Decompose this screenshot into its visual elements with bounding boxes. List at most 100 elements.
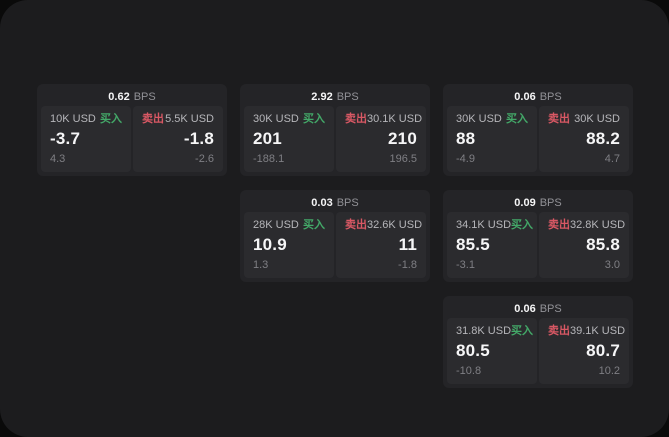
card-body: 34.1K USD 买入 85.5 -3.1 卖出 32.8K USD 85.8… xyxy=(447,212,629,278)
bps-value: 0.09 xyxy=(514,197,536,209)
sell-side-label: 卖出 xyxy=(142,113,164,125)
sell-sub-value: 196.5 xyxy=(389,153,417,165)
card-header: 2.92 BPS xyxy=(244,88,426,106)
sell-panel[interactable]: 卖出 39.1K USD 80.7 10.2 xyxy=(539,318,629,384)
card-body: 31.8K USD 买入 80.5 -10.8 卖出 39.1K USD 80.… xyxy=(447,318,629,384)
sell-sub-value: 10.2 xyxy=(598,365,620,377)
sell-amount: 30.1K USD xyxy=(367,113,423,125)
sell-amount: 5.5K USD xyxy=(165,113,214,125)
buy-price: 10.9 xyxy=(253,235,287,254)
buy-sub-value: 4.3 xyxy=(50,153,66,165)
sell-panel-header: 卖出 30.1K USD xyxy=(345,113,422,126)
buy-panel-header: 30K USD 买入 xyxy=(456,113,528,126)
buy-panel-header: 10K USD 买入 xyxy=(50,113,122,126)
sell-price: 88.2 xyxy=(586,129,620,148)
sell-price: 85.8 xyxy=(586,235,620,254)
buy-side-label: 买入 xyxy=(303,219,325,231)
quote-card[interactable]: 0.62 BPS 10K USD 买入 -3.7 4.3 卖出 5.5K USD… xyxy=(37,84,227,176)
quote-card[interactable]: 0.06 BPS 31.8K USD 买入 80.5 -10.8 卖出 39.1… xyxy=(443,296,633,388)
sell-sub-value: -2.6 xyxy=(195,153,214,165)
card-body: 10K USD 买入 -3.7 4.3 卖出 5.5K USD -1.8 -2.… xyxy=(41,106,223,172)
bps-unit-label: BPS xyxy=(133,91,156,103)
buy-panel[interactable]: 34.1K USD 买入 85.5 -3.1 xyxy=(447,212,537,278)
sell-side-label: 卖出 xyxy=(345,113,367,125)
buy-amount: 28K USD xyxy=(253,219,299,231)
bps-value: 0.03 xyxy=(311,197,333,209)
bps-unit-label: BPS xyxy=(539,197,562,209)
bps-value: 0.06 xyxy=(514,91,536,103)
sell-side-label: 卖出 xyxy=(548,113,570,125)
sell-panel-header: 卖出 32.6K USD xyxy=(345,219,422,232)
buy-sub-value: -10.8 xyxy=(456,365,482,377)
quote-card[interactable]: 0.03 BPS 28K USD 买入 10.9 1.3 卖出 32.6K US… xyxy=(240,190,430,282)
bps-value: 0.62 xyxy=(108,91,130,103)
card-body: 30K USD 买入 201 -188.1 卖出 30.1K USD 210 1… xyxy=(244,106,426,172)
card-header: 0.03 BPS xyxy=(244,194,426,212)
sell-side-label: 卖出 xyxy=(548,219,570,231)
quote-card[interactable]: 0.06 BPS 30K USD 买入 88 -4.9 卖出 30K USD 8… xyxy=(443,84,633,176)
quotes-grid: 0.62 BPS 10K USD 买入 -3.7 4.3 卖出 5.5K USD… xyxy=(37,84,633,388)
sell-panel[interactable]: 卖出 5.5K USD -1.8 -2.6 xyxy=(133,106,223,172)
sell-side-label: 卖出 xyxy=(345,219,367,231)
sell-panel[interactable]: 卖出 32.8K USD 85.8 3.0 xyxy=(539,212,629,278)
quote-card[interactable]: 0.09 BPS 34.1K USD 买入 85.5 -3.1 卖出 32.8K… xyxy=(443,190,633,282)
sell-panel-header: 卖出 30K USD xyxy=(548,113,620,126)
sell-panel-header: 卖出 32.8K USD xyxy=(548,219,625,232)
buy-panel[interactable]: 30K USD 买入 201 -188.1 xyxy=(244,106,334,172)
bps-value: 0.06 xyxy=(514,303,536,315)
buy-sub-value: 1.3 xyxy=(253,259,269,271)
sell-panel-header: 卖出 5.5K USD xyxy=(142,113,214,126)
sell-panel[interactable]: 卖出 30K USD 88.2 4.7 xyxy=(539,106,629,172)
bps-unit-label: BPS xyxy=(539,303,562,315)
bps-unit-label: BPS xyxy=(336,91,359,103)
buy-panel-header: 31.8K USD 买入 xyxy=(456,325,533,338)
buy-price: 201 xyxy=(253,129,282,148)
sell-price: 210 xyxy=(388,129,417,148)
buy-panel[interactable]: 28K USD 买入 10.9 1.3 xyxy=(244,212,334,278)
sell-amount: 30K USD xyxy=(574,113,620,125)
quote-card[interactable]: 2.92 BPS 30K USD 买入 201 -188.1 卖出 30.1K … xyxy=(240,84,430,176)
sell-price: -1.8 xyxy=(183,129,214,148)
buy-price: 85.5 xyxy=(456,235,490,254)
card-header: 0.06 BPS xyxy=(447,300,629,318)
sell-panel-header: 卖出 39.1K USD xyxy=(548,325,625,338)
sell-sub-value: 3.0 xyxy=(604,259,620,271)
buy-price: 80.5 xyxy=(456,341,490,360)
buy-sub-value: -3.1 xyxy=(456,259,475,271)
sell-amount: 39.1K USD xyxy=(570,325,626,337)
sell-amount: 32.8K USD xyxy=(570,219,626,231)
bps-value: 2.92 xyxy=(311,91,333,103)
buy-panel[interactable]: 30K USD 买入 88 -4.9 xyxy=(447,106,537,172)
buy-side-label: 买入 xyxy=(100,113,122,125)
sell-panel[interactable]: 卖出 30.1K USD 210 196.5 xyxy=(336,106,426,172)
buy-amount: 10K USD xyxy=(50,113,96,125)
sell-side-label: 卖出 xyxy=(548,325,570,337)
card-body: 28K USD 买入 10.9 1.3 卖出 32.6K USD 11 -1.8 xyxy=(244,212,426,278)
buy-amount: 34.1K USD xyxy=(456,219,512,231)
sell-amount: 32.6K USD xyxy=(367,219,423,231)
buy-sub-value: -188.1 xyxy=(253,153,285,165)
sell-sub-value: -1.8 xyxy=(398,259,417,271)
buy-sub-value: -4.9 xyxy=(456,153,475,165)
buy-panel-header: 34.1K USD 买入 xyxy=(456,219,533,232)
sell-price: 11 xyxy=(398,235,417,254)
buy-panel-header: 28K USD 买入 xyxy=(253,219,325,232)
sell-sub-value: 4.7 xyxy=(604,153,620,165)
buy-panel[interactable]: 31.8K USD 买入 80.5 -10.8 xyxy=(447,318,537,384)
bps-unit-label: BPS xyxy=(539,91,562,103)
card-header: 0.06 BPS xyxy=(447,88,629,106)
sell-price: 80.7 xyxy=(586,341,620,360)
buy-side-label: 买入 xyxy=(511,325,534,337)
buy-panel[interactable]: 10K USD 买入 -3.7 4.3 xyxy=(41,106,131,172)
buy-price: 88 xyxy=(456,129,476,148)
buy-amount: 30K USD xyxy=(253,113,299,125)
card-header: 0.62 BPS xyxy=(41,88,223,106)
sell-panel[interactable]: 卖出 32.6K USD 11 -1.8 xyxy=(336,212,426,278)
buy-side-label: 买入 xyxy=(303,113,325,125)
buy-panel-header: 30K USD 买入 xyxy=(253,113,325,126)
buy-amount: 30K USD xyxy=(456,113,502,125)
buy-price: -3.7 xyxy=(50,129,81,148)
bps-unit-label: BPS xyxy=(336,197,359,209)
buy-amount: 31.8K USD xyxy=(456,325,512,337)
